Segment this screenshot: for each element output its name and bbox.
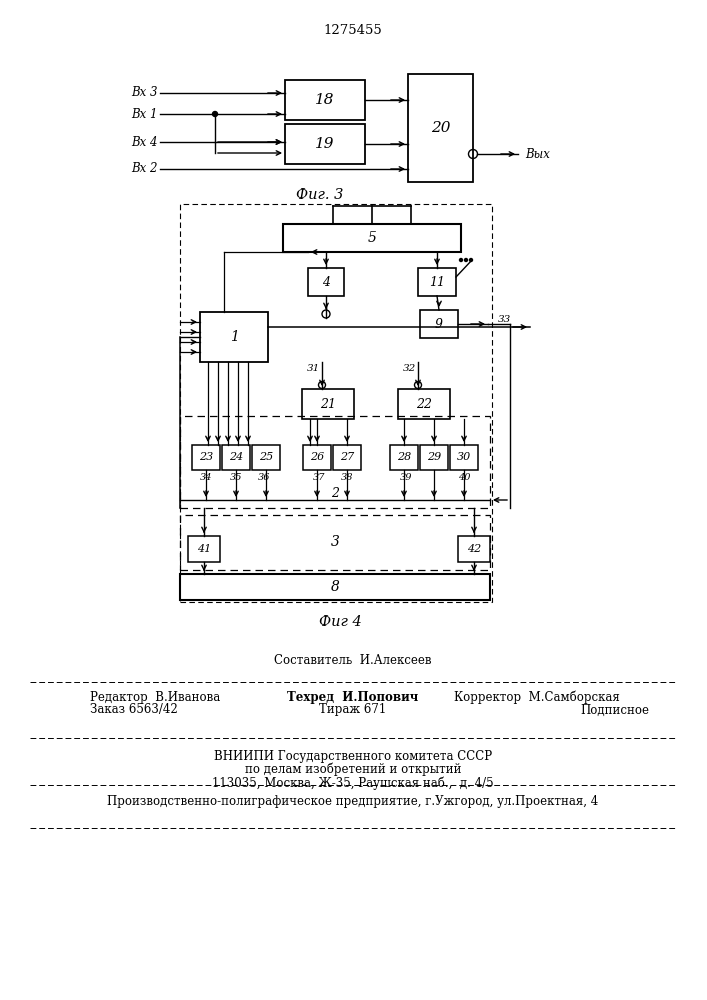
Bar: [390, 445, 418, 470]
Bar: [408, 74, 473, 182]
Text: 4: 4: [322, 275, 330, 288]
Text: Составитель  И.Алексеев: Составитель И.Алексеев: [274, 654, 432, 666]
Text: Вых: Вых: [525, 147, 550, 160]
Bar: [333, 445, 361, 470]
Text: по делам изобретений и открытий: по делам изобретений и открытий: [245, 763, 461, 776]
Bar: [418, 268, 456, 296]
Text: 42: 42: [467, 544, 481, 554]
Text: 23: 23: [199, 452, 213, 462]
Text: Тираж 671: Тираж 671: [320, 704, 387, 716]
Bar: [200, 312, 268, 362]
Text: Вх 2: Вх 2: [132, 162, 158, 176]
Text: Фиг 4: Фиг 4: [319, 615, 361, 629]
Bar: [252, 445, 280, 470]
Text: 37: 37: [312, 473, 325, 482]
Text: 29: 29: [427, 452, 441, 462]
Text: ВНИИПИ Государственного комитета СССР: ВНИИПИ Государственного комитета СССР: [214, 750, 492, 763]
Bar: [302, 389, 354, 419]
Text: 30: 30: [457, 452, 471, 462]
Text: 32: 32: [403, 364, 416, 373]
Text: 9: 9: [435, 318, 443, 330]
Circle shape: [469, 258, 472, 261]
Text: 113035, Москва, Ж-35, Раушская наб.,  д. 4/5: 113035, Москва, Ж-35, Раушская наб., д. …: [212, 776, 493, 790]
Text: 1: 1: [230, 330, 238, 344]
Text: 19: 19: [315, 137, 334, 151]
Text: 36: 36: [258, 473, 270, 482]
Bar: [180, 515, 490, 570]
Text: Вх 3: Вх 3: [132, 87, 158, 100]
Text: 25: 25: [259, 452, 273, 462]
Text: 33: 33: [498, 315, 511, 324]
Text: Вх 1: Вх 1: [132, 107, 158, 120]
Bar: [180, 574, 490, 600]
Bar: [450, 445, 478, 470]
Bar: [283, 224, 461, 252]
Text: 1275455: 1275455: [324, 23, 382, 36]
Bar: [222, 445, 250, 470]
Circle shape: [464, 258, 467, 261]
Text: 31: 31: [307, 364, 320, 373]
Text: 38: 38: [341, 473, 354, 482]
Text: Техред  И.Попович: Техред И.Попович: [287, 690, 419, 704]
Text: Редактор  В.Иванова: Редактор В.Иванова: [90, 690, 221, 704]
Bar: [420, 310, 458, 338]
Text: 26: 26: [310, 452, 324, 462]
Text: 3: 3: [331, 536, 339, 550]
Text: 34: 34: [200, 473, 212, 482]
Text: 28: 28: [397, 452, 411, 462]
Bar: [303, 445, 331, 470]
Text: 5: 5: [368, 231, 376, 245]
Text: 21: 21: [320, 397, 336, 410]
Text: 18: 18: [315, 93, 334, 107]
Text: 27: 27: [340, 452, 354, 462]
Bar: [420, 445, 448, 470]
Bar: [285, 124, 365, 164]
Bar: [458, 536, 490, 562]
Text: 20: 20: [431, 121, 450, 135]
Text: 8: 8: [331, 580, 339, 594]
Bar: [180, 416, 490, 508]
Bar: [180, 204, 492, 602]
Text: 40: 40: [457, 473, 470, 482]
Text: Заказ 6563/42: Заказ 6563/42: [90, 704, 177, 716]
Bar: [308, 268, 344, 296]
Bar: [398, 389, 450, 419]
Text: Производственно-полиграфическое предприятие, г.Ужгород, ул.Проектная, 4: Производственно-полиграфическое предприя…: [107, 795, 599, 808]
Circle shape: [460, 258, 462, 261]
Text: 39: 39: [399, 473, 412, 482]
Text: Корректор  М.Самборская: Корректор М.Самборская: [455, 690, 620, 704]
Text: 11: 11: [429, 275, 445, 288]
Text: 41: 41: [197, 544, 211, 554]
Text: 24: 24: [229, 452, 243, 462]
Text: Фиг. 3: Фиг. 3: [296, 188, 344, 202]
Text: 22: 22: [416, 397, 432, 410]
Bar: [192, 445, 220, 470]
Text: 35: 35: [230, 473, 243, 482]
Bar: [188, 536, 220, 562]
Text: Вх 4: Вх 4: [132, 135, 158, 148]
Circle shape: [213, 111, 218, 116]
Bar: [285, 80, 365, 120]
Text: 2: 2: [331, 487, 339, 500]
Text: Подписное: Подписное: [580, 704, 649, 716]
